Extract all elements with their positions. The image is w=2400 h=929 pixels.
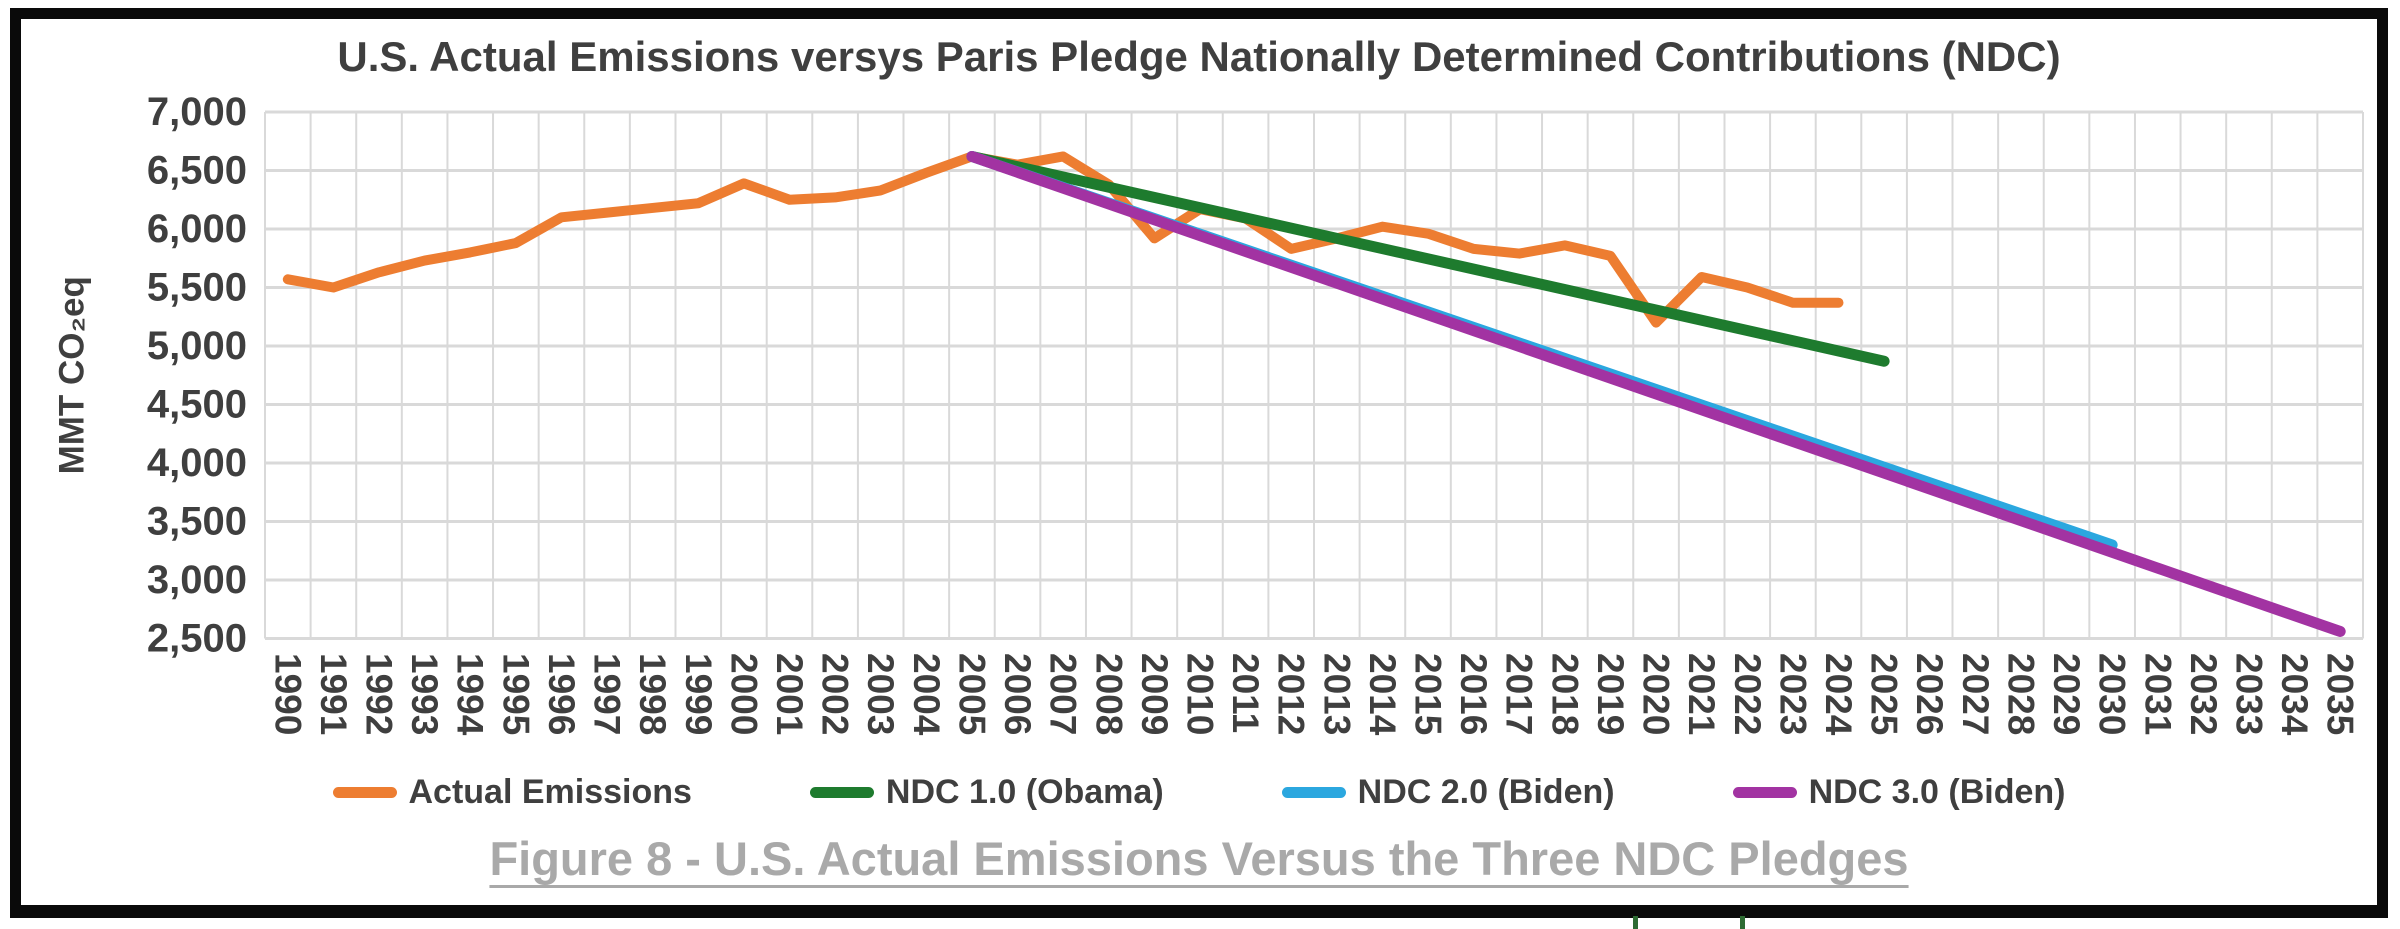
- y-axis-tick-label: 4,000: [147, 441, 247, 485]
- x-axis-tick-label: 2009: [1134, 653, 1175, 735]
- x-axis-tick-label: 2020: [1636, 653, 1677, 735]
- x-axis-tick-label: 2021: [1681, 653, 1722, 735]
- x-axis-tick-label: 1995: [495, 653, 536, 735]
- x-axis-tick-label: 1992: [359, 653, 400, 735]
- x-axis-tick-label: 2001: [769, 653, 810, 735]
- x-axis-tick-label: 2016: [1453, 653, 1494, 735]
- x-axis-tick-label: 2012: [1271, 653, 1312, 735]
- x-axis-tick-label: 1999: [678, 653, 719, 735]
- y-axis-tick-label: 2,500: [147, 617, 247, 661]
- x-axis-tick-label: 2031: [2137, 653, 2178, 735]
- x-axis-tick-label: 2017: [1499, 653, 1540, 735]
- x-axis-tick-label: 2011: [1225, 653, 1266, 733]
- y-axis-tick-label: 6,500: [147, 149, 247, 193]
- x-axis-tick-label: 2007: [1043, 653, 1084, 735]
- x-axis-tick-label: 1990: [267, 653, 308, 735]
- legend-item-ndc-2-biden: NDC 2.0 (Biden): [1281, 772, 1615, 812]
- ndc-1-line-swatch-icon: [809, 786, 874, 798]
- x-axis-tick-label: 2035: [2320, 653, 2361, 735]
- x-axis-tick-label: 1998: [632, 653, 673, 735]
- x-axis-tick-label: 2014: [1362, 653, 1403, 736]
- spreadsheet-gridline-tick: [1740, 916, 1745, 929]
- x-axis-tick-label: 2013: [1316, 653, 1357, 735]
- x-axis-tick-label: 2006: [997, 653, 1038, 735]
- ndc-2-line-swatch-icon: [1281, 786, 1346, 798]
- x-axis-tick-label: 2003: [860, 653, 901, 735]
- y-axis-tick-label: 5,500: [147, 266, 247, 310]
- x-axis-tick-label: 2019: [1590, 653, 1631, 735]
- figure-caption: Figure 8 - U.S. Actual Emissions Versus …: [489, 832, 1909, 885]
- y-axis-tick-label: 6,000: [147, 207, 247, 251]
- x-axis-tick-label: 1991: [313, 653, 354, 735]
- x-axis-tick-label: 2005: [951, 653, 992, 735]
- x-axis-tick-label: 2026: [1909, 653, 1950, 735]
- legend-label: NDC 1.0 (Obama): [885, 772, 1164, 811]
- y-axis-tick-label: 7,000: [147, 90, 247, 134]
- actual-emissions-line-swatch-icon: [332, 786, 397, 798]
- ndc-3-line-swatch-icon: [1732, 786, 1797, 798]
- x-axis-tick-label: 2024: [1818, 653, 1859, 736]
- x-axis-tick-label: 2004: [906, 653, 947, 736]
- x-axis-tick-label: 1997: [587, 653, 628, 735]
- spreadsheet-gridline-tick: [1633, 916, 1638, 929]
- x-axis-tick-label: 1993: [404, 653, 445, 735]
- chart-legend: Actual Emissions NDC 1.0 (Obama) NDC 2.0…: [21, 763, 2377, 821]
- y-axis-tick-label: 4,500: [147, 383, 247, 427]
- y-axis-tick-label: 5,000: [147, 324, 247, 368]
- x-axis-tick-label: 2033: [2228, 653, 2269, 735]
- series-line-ndc-3-0-biden: [966, 150, 2346, 637]
- series-line-actual-emissions: [282, 151, 1844, 328]
- x-axis-tick-label: 1994: [450, 653, 491, 736]
- x-axis-tick-label: 1996: [541, 653, 582, 735]
- x-axis-tick-label: 2010: [1179, 653, 1220, 735]
- legend-item-ndc-3-biden: NDC 3.0 (Biden): [1732, 772, 2066, 812]
- x-axis-tick-label: 2030: [2092, 653, 2133, 735]
- y-axis-title: MMT CO₂eq: [53, 276, 92, 474]
- x-axis-tick-label: 2025: [1864, 653, 1905, 735]
- legend-label: NDC 2.0 (Biden): [1357, 772, 1615, 811]
- x-axis-tick-label: 2028: [2000, 653, 2041, 735]
- x-axis-tick-label: 2034: [2274, 653, 2315, 736]
- y-axis-tick-label: 3,000: [147, 558, 247, 602]
- x-axis-tick-label: 2018: [1544, 653, 1585, 735]
- legend-item-actual-emissions: Actual Emissions: [332, 772, 692, 812]
- x-axis-tick-label: 2015: [1408, 653, 1449, 735]
- emissions-line-chart: 7,000 6,500 6,000 5,500 5,000 4,500 4,000 3,500…: [53, 90, 2364, 736]
- legend-label: NDC 3.0 (Biden): [1808, 772, 2066, 811]
- legend-label: Actual Emissions: [408, 772, 692, 811]
- x-axis-tick-label: 2032: [2183, 653, 2224, 735]
- x-axis-tick-label: 2022: [1727, 653, 1768, 735]
- x-axis-tick-label: 2000: [723, 653, 764, 735]
- y-axis-tick-label: 3,500: [147, 500, 247, 544]
- x-axis-tick-label: 2029: [2046, 653, 2087, 735]
- legend-item-ndc-1-obama: NDC 1.0 (Obama): [809, 772, 1164, 812]
- x-axis-tick-label: 2002: [815, 653, 856, 735]
- x-axis-tick-label: 2008: [1088, 653, 1129, 735]
- figure-frame: U.S. Actual Emissions versys Paris Pledg…: [10, 8, 2388, 918]
- chart-title: U.S. Actual Emissions versys Paris Pledg…: [337, 33, 2061, 80]
- x-axis-tick-label: 2023: [1772, 653, 1813, 735]
- series-line-ndc-1-0-obama: [966, 150, 1890, 367]
- x-axis-tick-label: 2027: [1955, 653, 1996, 735]
